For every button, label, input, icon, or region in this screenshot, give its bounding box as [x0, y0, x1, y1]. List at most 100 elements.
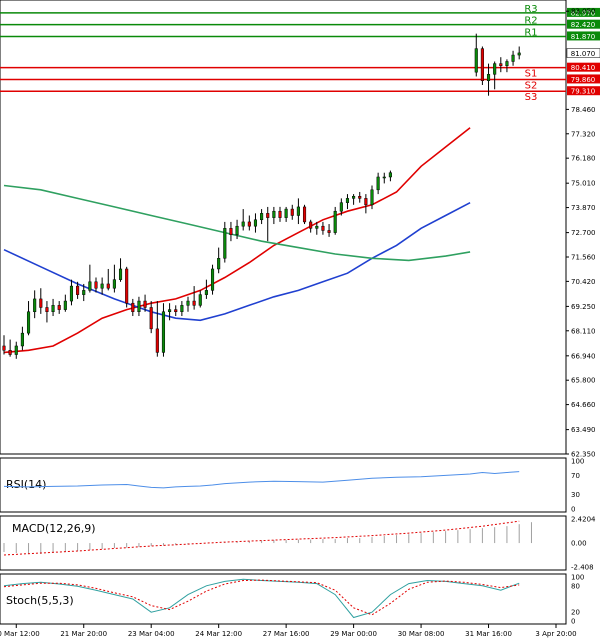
- candle-body: [180, 305, 184, 313]
- candle-body: [388, 172, 392, 178]
- level-tag-r1: [567, 31, 600, 41]
- candle-body: [63, 300, 67, 310]
- candle-body: [14, 345, 18, 355]
- candle-body: [100, 283, 104, 289]
- stoch-tick-label: 20: [571, 609, 580, 617]
- candle-body: [106, 283, 110, 289]
- candle-body: [339, 202, 343, 212]
- price-pane-frame: [0, 0, 567, 455]
- price-tick-label: 66.940: [571, 352, 596, 360]
- last-price-tag: [566, 48, 600, 58]
- candle-body: [131, 302, 135, 313]
- price-tick-label: 68.110: [571, 327, 596, 335]
- candle-body: [364, 198, 368, 206]
- candle-body: [358, 195, 362, 199]
- level-tag-value-s2: 79.860: [571, 76, 596, 84]
- candle-body: [241, 221, 245, 227]
- candle-body: [39, 298, 43, 308]
- candle-body: [511, 54, 515, 62]
- time-tick-label: 24 Mar 12:00: [195, 630, 242, 638]
- candle-body: [112, 279, 116, 289]
- price-tick-label: 71.560: [571, 253, 596, 261]
- candle-body: [198, 294, 202, 306]
- candle-body: [223, 228, 227, 259]
- candle-body: [321, 225, 325, 231]
- rsi-line: [3, 471, 520, 489]
- candle-body: [45, 307, 49, 313]
- stoch-pane-frame: [0, 573, 567, 625]
- rsi-tick-label: 30: [571, 491, 580, 499]
- rsi-tick-label: 0: [571, 506, 575, 514]
- candle-body: [33, 298, 37, 313]
- level-tag-value-r1: 81.870: [571, 33, 596, 41]
- price-tick-label: 72.700: [571, 229, 596, 237]
- stoch-tick-label: 0: [571, 618, 575, 626]
- price-tick-label: 76.180: [571, 155, 596, 163]
- candle-body: [333, 210, 337, 233]
- candle-body: [327, 230, 331, 233]
- candle-body: [315, 225, 319, 229]
- level-tag-s1: [567, 62, 600, 72]
- candle-body: [253, 219, 258, 227]
- moving-average-line-1: [3, 201, 471, 322]
- price-tick-label: 83.050: [571, 8, 596, 16]
- price-tick-label: 77.320: [571, 130, 596, 138]
- rsi-tick-label: 70: [571, 472, 580, 480]
- macd-tick-label: 0.00: [571, 540, 587, 548]
- macd-tick-label: 2.4204: [571, 516, 596, 524]
- level-tag-s2: [567, 74, 600, 84]
- candle-body: [382, 176, 386, 179]
- level-tag-value-s3: 79.310: [571, 88, 596, 96]
- candle-body: [125, 268, 129, 304]
- candle-body: [480, 48, 484, 81]
- level-label-s3: S3: [525, 92, 538, 103]
- candle-body: [217, 258, 221, 270]
- level-label-r3: R3: [524, 4, 537, 15]
- candle-body: [192, 300, 196, 306]
- macd-tick-label: -2.408: [571, 564, 594, 572]
- candle-body: [69, 285, 74, 302]
- candle-body: [266, 213, 270, 218]
- time-tick-label: 31 Mar 16:00: [465, 630, 512, 638]
- candle-body: [20, 332, 24, 347]
- candle-body: [88, 281, 92, 291]
- candle-body: [229, 228, 233, 235]
- candle-body: [284, 208, 288, 218]
- last-price-value: 81.070: [571, 50, 596, 58]
- price-tick-label: 65.800: [571, 377, 596, 385]
- rsi-tick-label: 100: [571, 458, 584, 466]
- stoch-tick-label: 100: [571, 574, 584, 582]
- candle-body: [309, 221, 313, 229]
- candle-body: [517, 52, 521, 56]
- candle-body: [2, 345, 6, 351]
- level-tag-value-r3: 82.970: [571, 9, 596, 17]
- stoch-title: Stoch(5,5,3): [6, 594, 74, 607]
- candle-body: [260, 213, 264, 221]
- price-tick-label: 73.870: [571, 204, 596, 212]
- candle-body: [161, 311, 166, 353]
- candle-body: [296, 206, 300, 216]
- candle-body: [149, 307, 153, 330]
- candle-body: [302, 206, 307, 223]
- time-tick-label: 21 Mar 20:00: [60, 630, 107, 638]
- price-tick-label: 69.250: [571, 303, 596, 311]
- level-label-s1: S1: [525, 69, 538, 80]
- level-label-r1: R1: [524, 27, 537, 38]
- time-tick-label: 29 Mar 00:00: [330, 630, 377, 638]
- rsi-pane-frame: [0, 457, 567, 513]
- candle-body: [174, 309, 178, 313]
- candle-body: [235, 225, 239, 235]
- stoch-tick-label: 80: [571, 582, 580, 590]
- level-label-r2: R2: [524, 16, 537, 27]
- macd-title: MACD(12,26,9): [12, 522, 96, 535]
- price-tick-label: 78.460: [571, 106, 596, 114]
- level-tag-r3: [567, 7, 600, 17]
- moving-average-line-2: [3, 184, 471, 262]
- time-tick-label: 3 Apr 20:00: [535, 630, 576, 638]
- candle-body: [94, 281, 98, 289]
- candle-body: [474, 48, 478, 73]
- level-tag-value-r2: 82.420: [571, 21, 596, 29]
- time-tick-label: 27 Mar 16:00: [263, 630, 310, 638]
- candle-body: [493, 63, 497, 75]
